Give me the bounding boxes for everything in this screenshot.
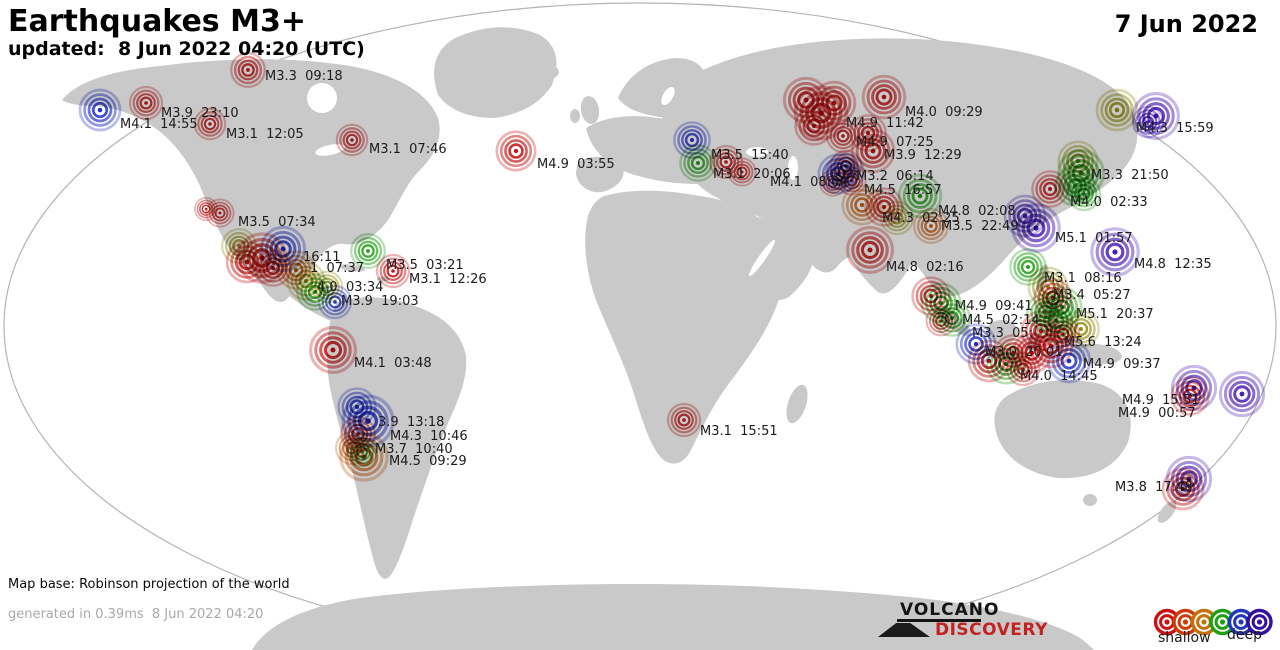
legend-depth-scale [1153,608,1273,636]
quake-marker[interactable] [317,284,353,320]
quake-marker[interactable] [666,402,702,438]
legend-depth-icon [1209,608,1236,636]
quake-marker[interactable] [1090,227,1140,277]
quake-layer [78,52,1266,511]
quake-marker[interactable] [925,305,957,337]
logo-underline [897,619,981,622]
quake-marker[interactable] [1132,92,1180,140]
quake-marker[interactable] [1009,248,1047,286]
quake-marker[interactable] [1046,338,1092,384]
logo-word-discovery: DISCOVERY [935,620,1048,640]
map-base-note: Map base: Robinson projection of the wor… [8,577,290,592]
quake-marker[interactable] [128,85,164,121]
quake-marker[interactable] [205,198,235,228]
quake-marker[interactable] [1005,351,1041,387]
quake-marker[interactable] [78,88,122,132]
quake-marker[interactable] [495,130,537,172]
quake-marker[interactable] [727,157,757,187]
quake-marker[interactable] [679,144,717,182]
map-date: 7 Jun 2022 [1114,10,1258,38]
volcano-discovery-logo[interactable]: VOLCANO DISCOVERY [876,599,1047,644]
quake-marker[interactable] [309,326,357,374]
page-title: Earthquakes M3+ [8,4,306,39]
quake-marker[interactable] [708,144,744,180]
quake-marker[interactable] [1031,170,1069,208]
quake-marker[interactable] [913,208,949,244]
updated-timestamp: updated: 8 Jun 2022 04:20 (UTC) [8,38,365,60]
quake-marker[interactable] [1095,88,1139,132]
legend-depth-icon [1246,608,1273,636]
inland-water [307,83,798,277]
quake-marker[interactable] [673,121,711,159]
quake-marker[interactable] [335,123,369,157]
legend-shallow-label: shallow [1158,630,1211,646]
quake-marker[interactable] [339,432,389,482]
quake-marker[interactable] [1165,455,1213,503]
generated-note: generated in 0.39ms 8 Jun 2022 04:20 [8,607,264,622]
quake-marker[interactable] [794,106,834,146]
quake-marker[interactable] [879,200,915,236]
quake-marker[interactable] [375,253,411,289]
quake-marker[interactable] [350,233,386,269]
legend-deep-label: deep [1227,627,1262,643]
quake-marker[interactable] [1170,364,1218,412]
quake-marker[interactable] [1218,370,1266,418]
quake-marker[interactable] [850,128,896,174]
quake-marker[interactable] [846,226,894,274]
quake-marker[interactable] [861,74,907,120]
logo-word-volcano: VOLCANO [900,600,1000,620]
volcano-icon [878,623,930,637]
quake-marker[interactable] [193,107,227,141]
quake-marker[interactable] [230,52,266,88]
